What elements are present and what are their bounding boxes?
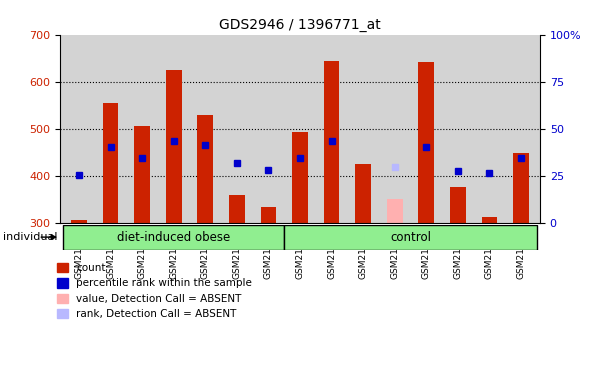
- Bar: [387, 199, 403, 223]
- Bar: [260, 207, 277, 223]
- Bar: [323, 61, 340, 223]
- Text: individual: individual: [3, 232, 58, 242]
- Bar: [63, 225, 284, 250]
- Bar: [450, 187, 466, 223]
- Legend: count, percentile rank within the sample, value, Detection Call = ABSENT, rank, : count, percentile rank within the sample…: [53, 259, 256, 324]
- Bar: [134, 126, 150, 223]
- Bar: [71, 220, 87, 223]
- Bar: [229, 195, 245, 223]
- Bar: [284, 225, 537, 250]
- Title: GDS2946 / 1396771_at: GDS2946 / 1396771_at: [219, 18, 381, 32]
- Bar: [292, 132, 308, 223]
- Bar: [166, 70, 182, 223]
- Bar: [103, 103, 118, 223]
- Bar: [482, 217, 497, 223]
- Bar: [355, 164, 371, 223]
- Text: diet-induced obese: diet-induced obese: [117, 231, 230, 243]
- Text: control: control: [390, 231, 431, 243]
- Bar: [513, 153, 529, 223]
- Bar: [418, 62, 434, 223]
- Bar: [197, 114, 213, 223]
